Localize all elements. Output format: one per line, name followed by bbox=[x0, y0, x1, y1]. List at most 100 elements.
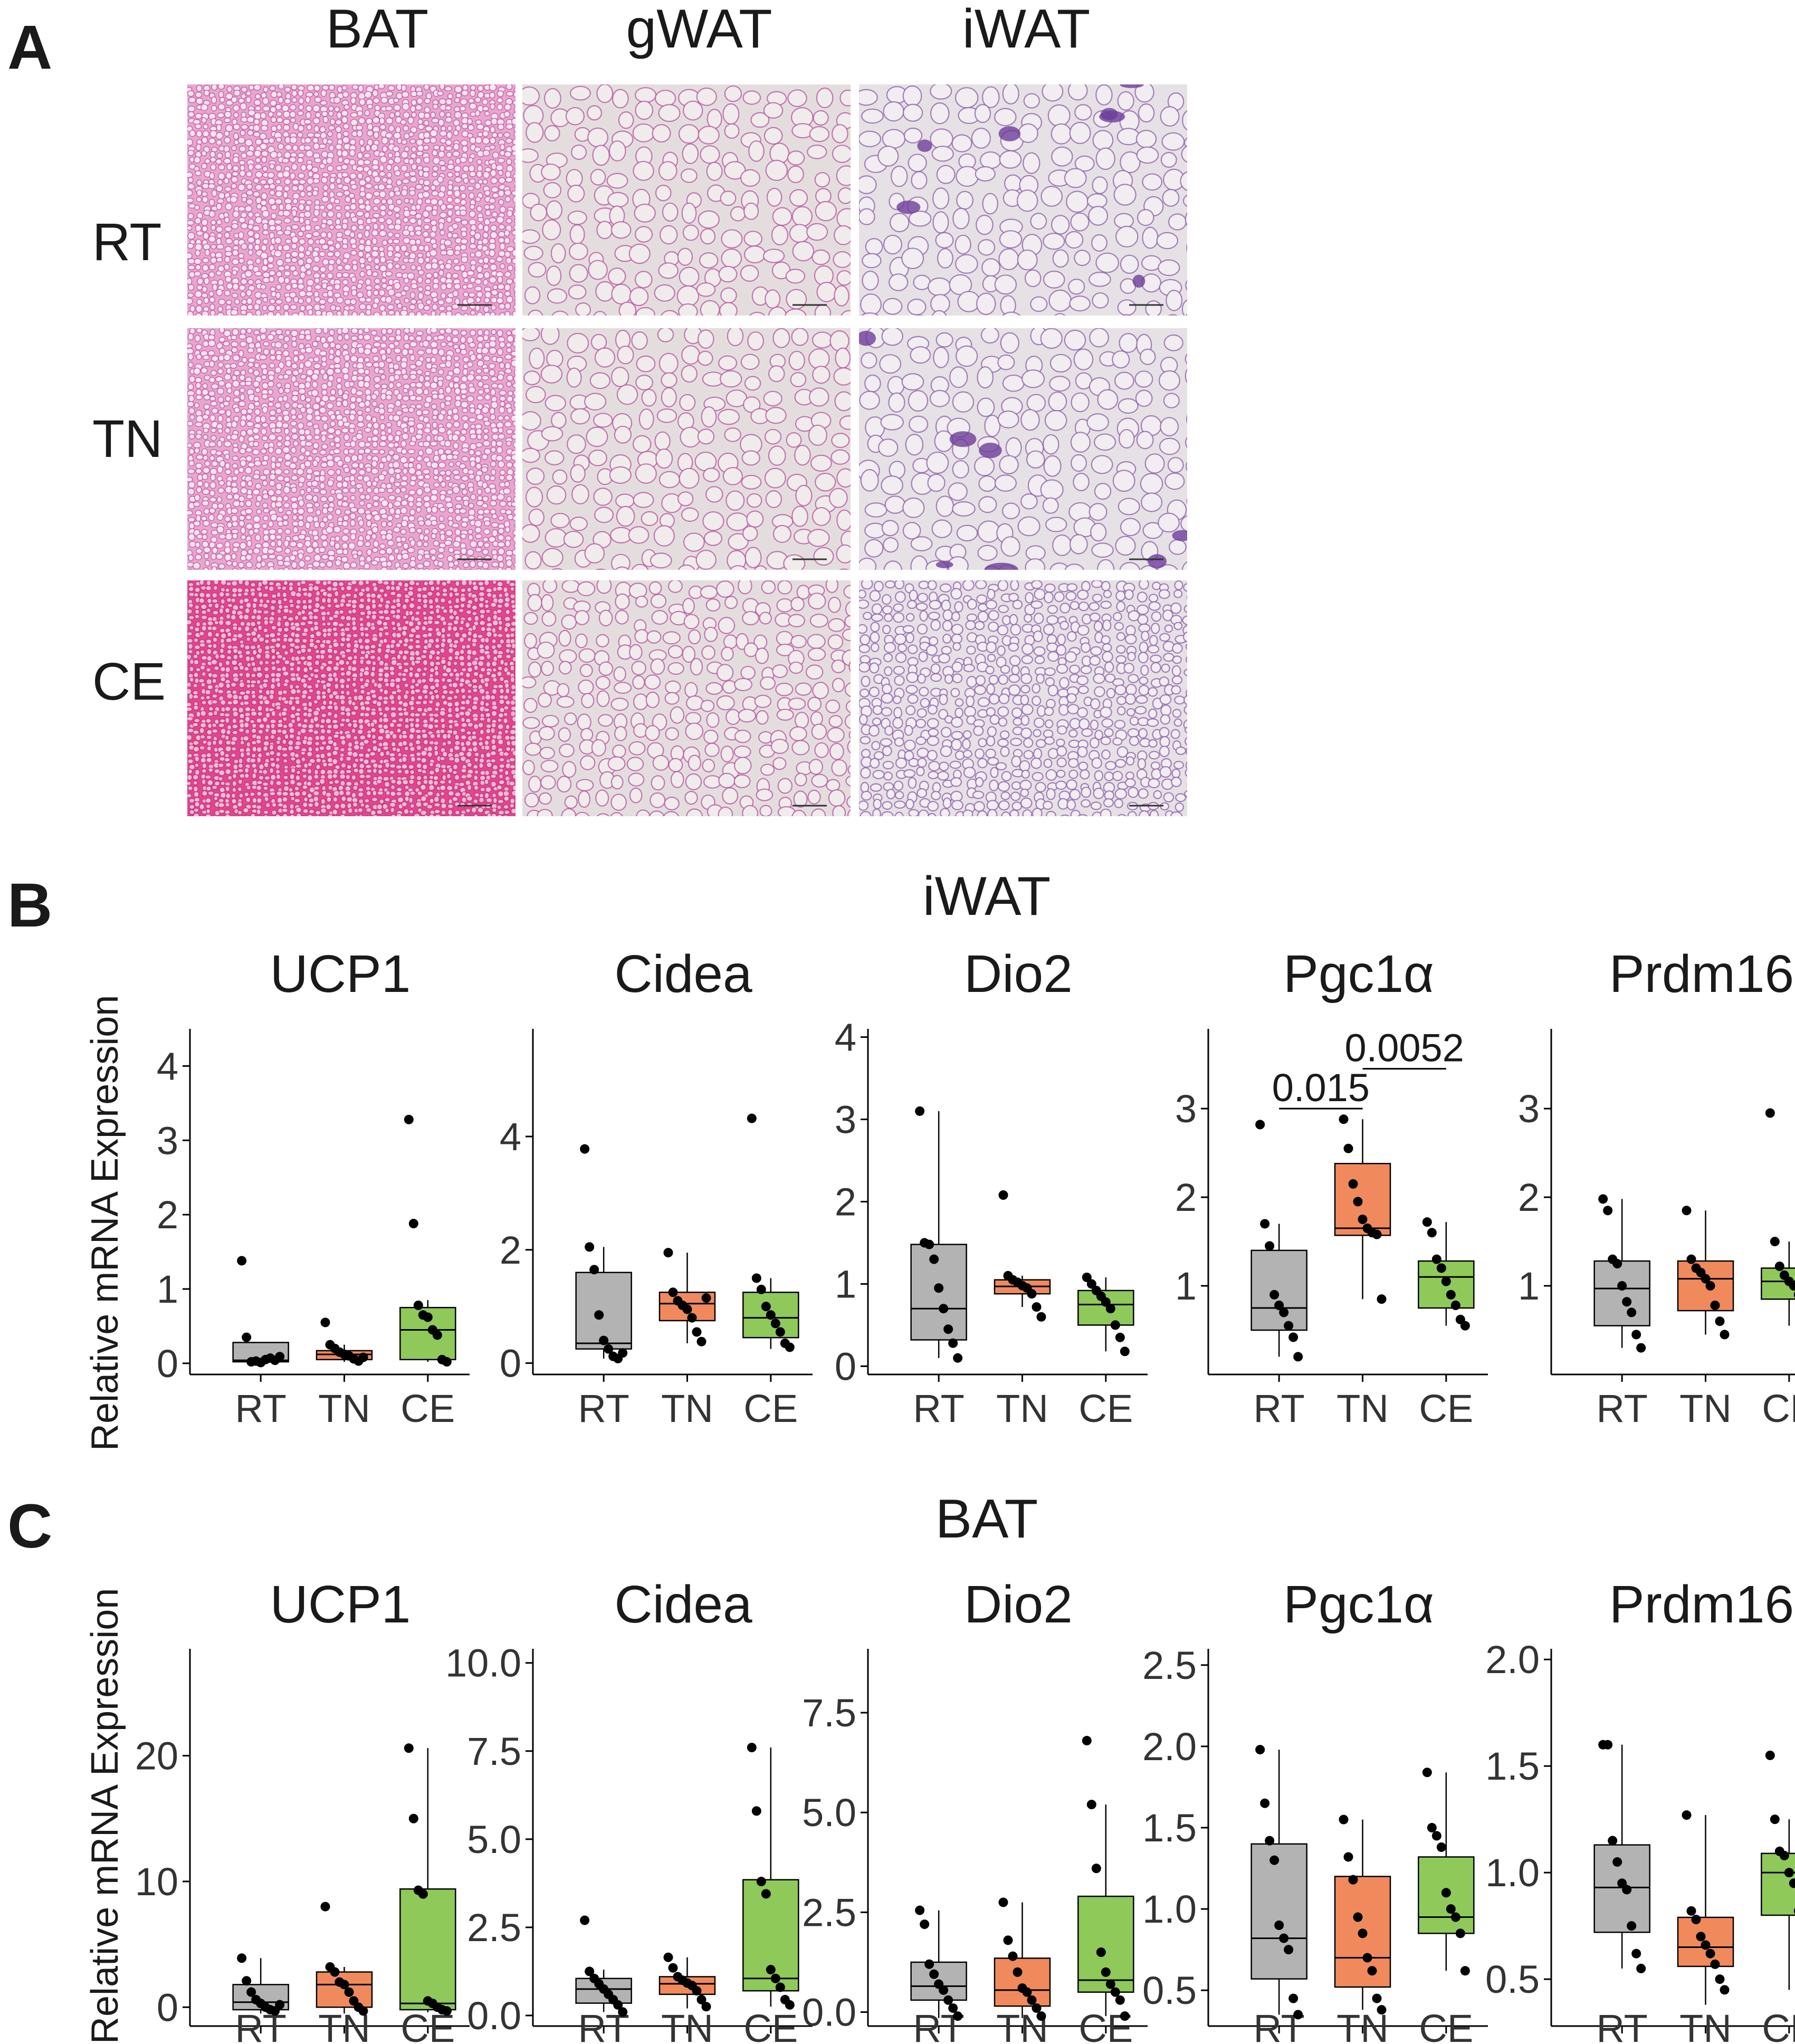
point-b-cidea-RT bbox=[594, 1310, 604, 1320]
point-b-dio2-RT bbox=[943, 1324, 953, 1334]
box-b-prdm16-RT bbox=[1593, 1260, 1650, 1326]
point-c-cidea-RT bbox=[585, 1966, 595, 1976]
point-b-ucp1-CE bbox=[404, 1114, 414, 1124]
chart-title-c-dio2: Dio2 bbox=[964, 1575, 1073, 1634]
point-b-ucp1-CE bbox=[413, 1301, 423, 1310]
point-b-dio2-RT bbox=[924, 1239, 934, 1249]
point-c-dio2-RT bbox=[929, 1969, 939, 1979]
chart-title-b-dio2: Dio2 bbox=[964, 944, 1073, 1004]
y-tick-label-b-dio2: 1 bbox=[835, 1262, 856, 1306]
histology-gwat-tn bbox=[522, 328, 851, 570]
x-tick-label-b-prdm16: TN bbox=[1679, 1387, 1732, 1430]
point-b-dio2-RT bbox=[948, 1338, 958, 1348]
x-tick-label-b-cidea: CE bbox=[743, 1387, 798, 1430]
y-tick-label-b-prdm16: 2 bbox=[1518, 1176, 1540, 1219]
point-c-prdm16-RT bbox=[1603, 1740, 1613, 1750]
point-b-pgc1-CE bbox=[1436, 1263, 1446, 1273]
point-c-cidea-CE bbox=[751, 1806, 761, 1816]
point-c-dio2-CE bbox=[1086, 1800, 1096, 1810]
point-c-prdm16-TN bbox=[1686, 1906, 1696, 1916]
x-tick-label-c-cidea: CE bbox=[743, 2007, 798, 2044]
panel-b-section-title: iWAT bbox=[922, 866, 1051, 927]
point-b-pgc1-RT bbox=[1269, 1290, 1280, 1300]
point-c-ucp1-CE bbox=[408, 1813, 418, 1823]
point-c-ucp1-TN bbox=[358, 2006, 368, 2016]
point-b-cidea-TN bbox=[701, 1293, 711, 1303]
y-tick-label-b-ucp1: 2 bbox=[157, 1193, 178, 1237]
x-tick-label-c-prdm16: RT bbox=[1597, 2007, 1648, 2044]
point-c-prdm16-CE bbox=[1779, 1850, 1789, 1860]
point-b-prdm16-CE bbox=[1765, 1108, 1775, 1118]
x-tick-label-b-pgc1: RT bbox=[1254, 1387, 1305, 1430]
histology-bat-ce bbox=[187, 580, 515, 816]
point-b-prdm16-RT bbox=[1603, 1206, 1613, 1216]
point-c-cidea-CE bbox=[775, 1982, 785, 1992]
y-tick-label-b-dio2: 4 bbox=[835, 1016, 856, 1059]
point-c-prdm16-TN bbox=[1720, 1985, 1730, 1995]
col-label-bat: BAT bbox=[326, 0, 429, 60]
point-c-cidea-CE bbox=[770, 1973, 780, 1983]
histology-iwat-rt bbox=[859, 84, 1187, 316]
point-b-prdm16-TN bbox=[1720, 1330, 1730, 1340]
point-c-prdm16-CE bbox=[1765, 1750, 1775, 1760]
y-tick-label-b-cidea: 0 bbox=[500, 1342, 521, 1386]
row-label-ce: CE bbox=[92, 652, 166, 711]
point-b-prdm16-RT bbox=[1636, 1343, 1646, 1353]
point-b-prdm16-RT bbox=[1631, 1330, 1641, 1340]
point-c-pgc1-CE bbox=[1450, 1912, 1460, 1922]
panel-c-letter: C bbox=[7, 1492, 53, 1561]
col-label-gwat: gWAT bbox=[626, 0, 772, 60]
point-c-ucp1-RT bbox=[237, 1953, 247, 1963]
point-b-cidea-RT bbox=[580, 1144, 590, 1154]
point-c-dio2-TN bbox=[1003, 1935, 1013, 1945]
x-tick-label-b-pgc1: CE bbox=[1419, 1387, 1473, 1430]
point-c-cidea-CE bbox=[756, 1877, 766, 1887]
y-tick-label-b-dio2: 0 bbox=[835, 1344, 856, 1388]
point-c-dio2-TN bbox=[1022, 1987, 1032, 1997]
point-c-dio2-TN bbox=[1013, 1967, 1023, 1977]
y-tick-label-b-pgc1: 1 bbox=[1175, 1264, 1197, 1308]
y-tick-label-c-pgc1: 1.5 bbox=[1142, 1806, 1197, 1850]
point-c-prdm16-TN bbox=[1705, 1949, 1715, 1959]
y-tick-label-b-dio2: 3 bbox=[835, 1098, 856, 1142]
point-b-dio2-CE bbox=[1120, 1346, 1130, 1357]
chart-title-c-prdm16: Prdm16 bbox=[1609, 1575, 1794, 1634]
point-c-dio2-TN bbox=[1036, 2011, 1046, 2021]
point-b-cidea-CE bbox=[756, 1284, 766, 1294]
point-c-pgc1-CE bbox=[1455, 1928, 1465, 1938]
y-tick-label-c-pgc1: 2.5 bbox=[1142, 1644, 1197, 1687]
histology-bat-tn bbox=[187, 328, 515, 570]
point-c-prdm16-CE bbox=[1770, 1814, 1780, 1825]
point-b-ucp1-CE bbox=[423, 1312, 433, 1322]
point-b-pgc1-CE bbox=[1431, 1254, 1441, 1264]
point-c-dio2-CE bbox=[1101, 1967, 1111, 1977]
point-c-cidea-CE bbox=[785, 2000, 795, 2010]
point-c-prdm16-TN bbox=[1710, 1959, 1720, 1969]
y-tick-label-c-cidea: 2.5 bbox=[467, 1906, 521, 1950]
point-b-pgc1-TN bbox=[1348, 1179, 1358, 1189]
point-b-pgc1-RT bbox=[1255, 1120, 1265, 1130]
point-b-cidea-TN bbox=[687, 1313, 697, 1323]
point-b-pgc1-CE bbox=[1441, 1276, 1451, 1286]
point-c-pgc1-RT bbox=[1265, 1836, 1275, 1846]
point-c-prdm16-CE bbox=[1784, 1868, 1794, 1878]
chart-title-b-cidea: Cidea bbox=[614, 944, 752, 1004]
x-tick-label-b-prdm16: CE bbox=[1762, 1387, 1795, 1430]
point-b-cidea-CE bbox=[761, 1302, 771, 1312]
point-b-pgc1-RT bbox=[1288, 1332, 1298, 1342]
point-b-prdm16-RT bbox=[1612, 1259, 1622, 1269]
point-c-ucp1-TN bbox=[344, 1987, 354, 1997]
y-tick-label-b-prdm16: 3 bbox=[1518, 1087, 1540, 1131]
point-c-dio2-TN bbox=[1008, 1951, 1018, 1961]
box-c-ucp1-CE bbox=[399, 1888, 456, 2011]
point-b-ucp1-CE bbox=[442, 1357, 452, 1367]
point-b-ucp1-CE bbox=[408, 1219, 418, 1229]
point-c-ucp1-TN bbox=[320, 1902, 330, 1912]
box-c-prdm16-RT bbox=[1593, 1844, 1650, 1933]
point-c-dio2-TN bbox=[1032, 2003, 1042, 2013]
x-tick-label-c-cidea: TN bbox=[661, 2007, 713, 2044]
y-tick-label-c-dio2: 2.5 bbox=[802, 1890, 856, 1934]
point-b-prdm16-RT bbox=[1627, 1307, 1637, 1317]
point-c-prdm16-TN bbox=[1715, 1974, 1725, 1984]
point-c-pgc1-CE bbox=[1422, 1768, 1432, 1778]
